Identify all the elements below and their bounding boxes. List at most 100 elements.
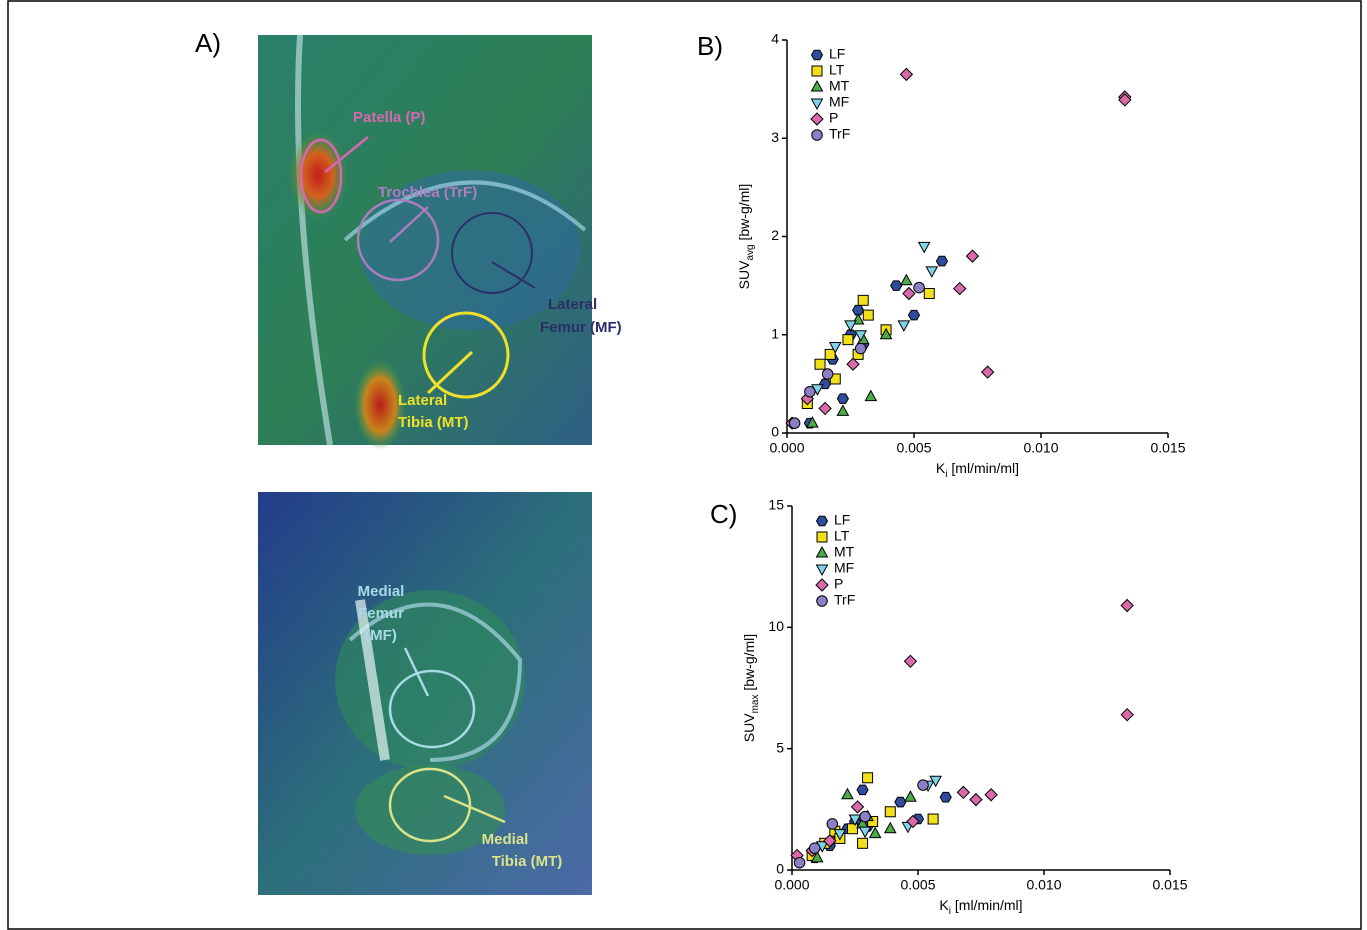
- y-tick-label: 2: [771, 227, 779, 243]
- annotation: Tibia (MT): [398, 414, 469, 431]
- y-axis-label-part: [bw-g/ml]: [736, 184, 752, 245]
- data-point: [836, 393, 849, 404]
- data-point: [857, 294, 869, 306]
- data-point: [929, 775, 942, 788]
- data-point: [903, 654, 918, 669]
- x-axis-label-part: i: [949, 906, 951, 917]
- y-axis-label: SUVavg [bw-g/ml]: [736, 184, 756, 290]
- legend-label: TrF: [834, 592, 855, 608]
- data-point: [879, 327, 893, 340]
- y-tick-label: 4: [771, 31, 779, 47]
- data-point: [894, 796, 907, 808]
- data-point: [842, 334, 854, 346]
- legend-marker: [810, 49, 824, 61]
- legend-marker: [815, 545, 829, 558]
- data-point: [862, 309, 874, 321]
- data-point: [935, 255, 949, 267]
- data-point: [1120, 598, 1134, 613]
- panel-label: B): [697, 31, 723, 61]
- data-point: [923, 287, 935, 299]
- legend-marker: [815, 578, 829, 592]
- data-point: [806, 416, 819, 428]
- legend-label: P: [829, 110, 838, 126]
- x-axis-label-part: K: [939, 897, 949, 913]
- data-point: [902, 286, 916, 301]
- data-point: [917, 241, 931, 254]
- legend-label: MT: [834, 544, 855, 560]
- data-point: [808, 842, 821, 854]
- data-point: [969, 792, 983, 807]
- annotation: Medial: [358, 583, 405, 600]
- data-point: [824, 348, 836, 360]
- annotation: Femur: [358, 605, 404, 622]
- legend-marker: [810, 79, 824, 92]
- y-tick-label: 0: [776, 861, 784, 877]
- annotation: (MF): [365, 627, 397, 644]
- legend-label: TrF: [829, 126, 850, 142]
- data-point: [810, 850, 824, 863]
- frame: [7, 0, 1362, 930]
- data-point: [858, 826, 872, 839]
- legend-label: MF: [834, 560, 854, 576]
- x-axis-label-part: i: [945, 469, 947, 480]
- data-point: [904, 790, 917, 802]
- legend-label: LF: [834, 512, 850, 528]
- data-point: [1118, 93, 1132, 107]
- data-point: [828, 342, 842, 354]
- legend-marker: [816, 595, 828, 607]
- x-tick-label: 0.005: [896, 440, 931, 456]
- data-point: [818, 401, 832, 416]
- data-point: [854, 330, 868, 342]
- y-axis-label-part: [bw-g/ml]: [741, 634, 757, 695]
- data-point: [890, 280, 903, 291]
- y-tick-label: 0: [771, 424, 779, 440]
- bottom-image: [258, 492, 592, 895]
- data-point: [864, 389, 878, 402]
- legend-marker: [810, 112, 824, 126]
- data-point: [883, 821, 897, 834]
- y-tick-label: 3: [771, 129, 779, 145]
- data-point: [913, 281, 925, 294]
- y-axis-label-part: avg: [745, 244, 756, 260]
- data-point: [859, 810, 871, 823]
- y-tick-label: 15: [768, 497, 784, 513]
- data-point: [899, 67, 914, 82]
- data-point: [868, 826, 882, 839]
- data-point: [814, 358, 826, 370]
- x-tick-label: 0.005: [900, 877, 935, 893]
- data-point: [980, 365, 995, 379]
- data-point: [854, 342, 867, 355]
- y-axis-label-part: SUV: [741, 713, 757, 742]
- x-axis-label-part: [ml/min/ml]: [948, 460, 1020, 476]
- x-axis-label: Ki [ml/min/ml]: [936, 460, 1019, 480]
- data-point: [939, 791, 952, 803]
- annotation: Tibia (MT): [492, 853, 563, 870]
- data-point: [953, 281, 967, 296]
- x-tick-label: 0.015: [1152, 877, 1187, 893]
- legend-marker: [816, 531, 828, 543]
- data-point: [821, 368, 834, 380]
- x-tick-label: 0.015: [1150, 440, 1185, 456]
- data-point: [846, 357, 860, 371]
- data-point: [836, 404, 850, 416]
- y-tick-label: 1: [771, 325, 779, 341]
- data-point: [804, 385, 816, 398]
- x-tick-label: 0.000: [774, 877, 809, 893]
- y-axis-label: SUVmax [bw-g/ml]: [741, 634, 761, 742]
- data-point: [823, 834, 837, 848]
- data-point: [897, 320, 911, 332]
- annotation: Medial: [482, 831, 529, 848]
- data-point: [862, 772, 874, 784]
- data-point: [900, 273, 913, 286]
- top-image: [258, 34, 592, 450]
- data-point: [1120, 707, 1134, 722]
- data-point: [917, 779, 929, 791]
- data-point: [844, 320, 857, 332]
- legend-label: LF: [829, 46, 845, 62]
- y-tick-label: 5: [776, 739, 784, 755]
- data-point: [856, 784, 869, 796]
- annotation: Patella (P): [353, 109, 426, 126]
- data-point: [850, 800, 865, 814]
- data-point: [857, 837, 869, 849]
- panel-label: A): [195, 28, 221, 58]
